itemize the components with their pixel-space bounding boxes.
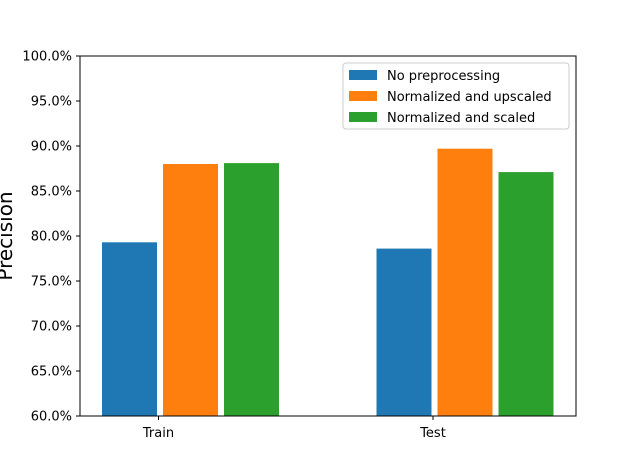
bar-test-series-1 <box>376 248 432 416</box>
legend: No preprocessing Normalized and upscaled N… <box>342 62 570 130</box>
legend-swatch <box>349 70 377 80</box>
legend-swatch <box>349 91 377 101</box>
bar-train-series-2 <box>163 164 218 416</box>
legend-entry: Normalized and scaled <box>387 111 535 126</box>
bar-test-series-2 <box>437 148 493 416</box>
y-tick-label: 65.0% <box>31 365 72 380</box>
legend-box <box>342 62 570 130</box>
y-tick-label: 60.0% <box>31 410 72 425</box>
bar-train-series-3 <box>224 163 279 416</box>
x-tick-label: Train <box>142 426 174 441</box>
legend-swatch <box>349 112 377 122</box>
legend-entry: No preprocessing <box>387 69 500 84</box>
y-tick-label: 75.0% <box>31 275 72 290</box>
y-tick-label: 90.0% <box>31 140 72 155</box>
y-tick-label: 85.0% <box>31 185 72 200</box>
x-tick-label: Test <box>419 426 446 441</box>
y-tick-label: 80.0% <box>31 230 72 245</box>
y-tick-label: 95.0% <box>31 95 72 110</box>
bar-train-series-1 <box>102 242 157 416</box>
y-tick-label: 100.0% <box>22 50 72 65</box>
legend-entry: Normalized and upscaled <box>387 90 552 105</box>
y-tick-label: 70.0% <box>31 320 72 335</box>
bar-test-series-3 <box>498 172 554 416</box>
y-axis-label: Precision <box>0 191 17 280</box>
plot-area: 60.0% 65.0% 70.0% 75.0% 80.0% 85.0% 90.0% 95.0%… <box>22 50 577 441</box>
